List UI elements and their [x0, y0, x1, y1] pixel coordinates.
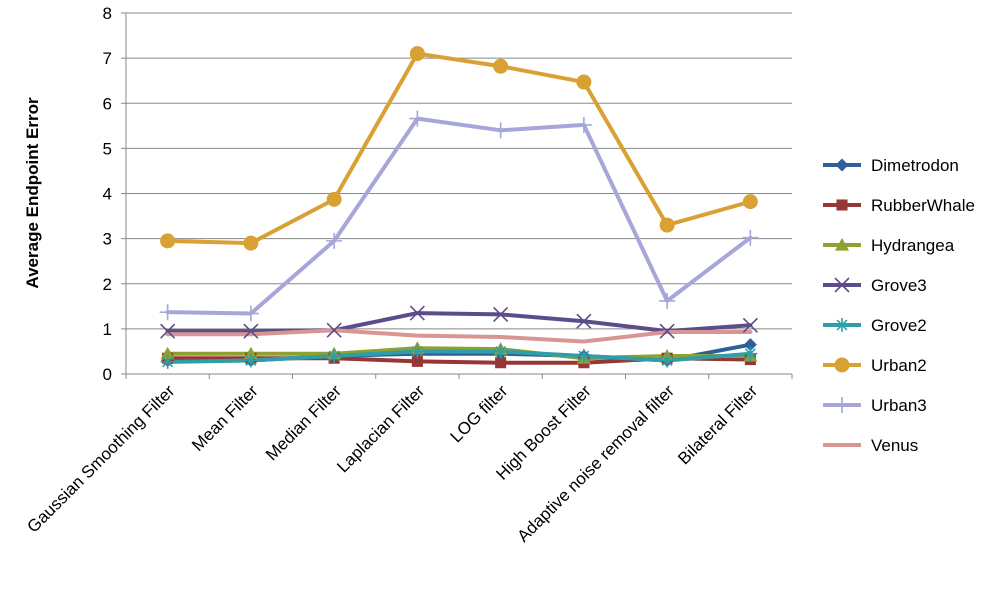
- data-point-grove3: [409, 305, 425, 321]
- y-tick-label: 5: [103, 139, 112, 158]
- y-tick-label: 0: [103, 365, 112, 384]
- y-tick-label: 2: [103, 275, 112, 294]
- marker-stroke: [661, 354, 673, 366]
- data-point-grove2: [160, 354, 175, 369]
- data-point-urban2: [160, 233, 176, 249]
- series-markers: [159, 46, 759, 369]
- legend-swatch-marker: [835, 318, 849, 332]
- data-point-grove2: [493, 344, 508, 359]
- data-point-urban2: [659, 217, 675, 233]
- legend-label: Grove3: [871, 276, 927, 295]
- marker-stroke: [834, 277, 850, 293]
- marker-stroke: [328, 350, 340, 362]
- data-point-grove2: [327, 348, 342, 363]
- marker-stroke: [245, 354, 257, 366]
- marker-stroke: [409, 305, 425, 321]
- gridlines: [126, 12, 792, 330]
- data-point-rubberwhale: [411, 355, 423, 367]
- data-point-grove2: [410, 344, 425, 359]
- data-point-grove3: [160, 323, 176, 339]
- series-lines: [165, 51, 753, 365]
- series-line-urban2: [165, 51, 753, 246]
- marker-stroke: [744, 348, 756, 360]
- legend-item-urban3: Urban3: [823, 396, 927, 415]
- marker-stroke: [411, 345, 423, 357]
- legend-swatch-marker: [835, 158, 849, 172]
- data-point-grove2: [743, 346, 758, 361]
- marker-stroke: [160, 323, 176, 339]
- legend-label: Hydrangea: [871, 236, 955, 255]
- legend-swatch-marker: [834, 357, 850, 373]
- data-point-urban2: [326, 191, 342, 207]
- y-tick-label: 3: [103, 230, 112, 249]
- legend: Dimetrodon RubberWhale Hydrangea Grove3 Grov…: [823, 156, 975, 455]
- data-point-grove3: [742, 317, 758, 333]
- data-point-urban2: [409, 46, 425, 62]
- marker-stroke: [495, 345, 507, 357]
- data-point-grove3: [243, 323, 259, 339]
- data-point-grove3: [493, 306, 509, 323]
- legend-label: RubberWhale: [871, 196, 975, 215]
- data-point-urban2: [742, 194, 758, 210]
- y-tick-label: 6: [103, 94, 112, 113]
- data-point-urban3: [326, 232, 343, 249]
- legend-item-grove2: Grove2: [823, 316, 927, 335]
- marker-stroke: [836, 319, 848, 331]
- data-point-urban2: [576, 74, 592, 90]
- data-point-urban3: [409, 110, 426, 127]
- data-point-grove2: [660, 353, 675, 368]
- marker-stroke: [576, 313, 592, 329]
- y-tick-label: 4: [103, 185, 112, 204]
- legend-label: Venus: [871, 436, 918, 455]
- data-point-grove3: [326, 322, 342, 338]
- series-line-grove2: [165, 349, 753, 364]
- data-point-grove2: [576, 348, 591, 363]
- data-point-rubberwhale: [495, 357, 507, 369]
- legend-swatch-marker: [836, 199, 848, 211]
- marker-stroke: [243, 323, 259, 339]
- y-tick-label: 7: [103, 49, 112, 68]
- series-line-hydrangea: [165, 346, 753, 361]
- data-point-hydrangea: [160, 346, 175, 360]
- data-point-grove3: [659, 323, 675, 339]
- y-axis-title: Average Endpoint Error: [23, 97, 42, 289]
- series-line-urban3: [165, 116, 753, 316]
- y-tick-label: 1: [103, 320, 112, 339]
- marker-stroke: [326, 322, 342, 338]
- data-point-urban3: [159, 304, 176, 321]
- marker-stroke: [162, 356, 174, 368]
- legend-item-hydrangea: Hydrangea: [823, 236, 955, 255]
- series-line-grove3: [165, 311, 753, 334]
- data-point-urban3: [659, 292, 676, 309]
- legend-item-venus: Venus: [823, 436, 918, 455]
- legend-swatch-marker: [834, 277, 850, 293]
- marker-stroke: [659, 323, 675, 339]
- legend-item-rubberwhale: RubberWhale: [823, 196, 975, 215]
- legend-swatch-marker: [835, 238, 849, 251]
- legend-label: Dimetrodon: [871, 156, 959, 175]
- data-point-urban3: [742, 229, 759, 246]
- legend-swatch-marker: [834, 397, 850, 413]
- marker-stroke: [493, 306, 509, 323]
- data-point-urban2: [493, 58, 509, 74]
- legend-label: Urban2: [871, 356, 927, 375]
- legend-item-dimetrodon: Dimetrodon: [823, 156, 959, 175]
- marker-stroke: [578, 350, 590, 362]
- legend-label: Grove2: [871, 316, 927, 335]
- legend-item-urban2: Urban2: [823, 356, 927, 375]
- series-line-venus: [165, 328, 753, 344]
- data-point-grove3: [576, 313, 592, 329]
- data-point-urban3: [492, 122, 509, 139]
- legend-item-grove3: Grove3: [823, 276, 927, 295]
- data-point-urban3: [242, 305, 259, 322]
- data-point-urban2: [243, 235, 259, 251]
- y-tick-label: 8: [103, 4, 112, 23]
- data-point-dimetrodon: [743, 338, 757, 352]
- legend-label: Urban3: [871, 396, 927, 415]
- marker-stroke: [742, 317, 758, 333]
- data-point-grove2: [243, 353, 258, 368]
- data-point-urban3: [575, 116, 592, 133]
